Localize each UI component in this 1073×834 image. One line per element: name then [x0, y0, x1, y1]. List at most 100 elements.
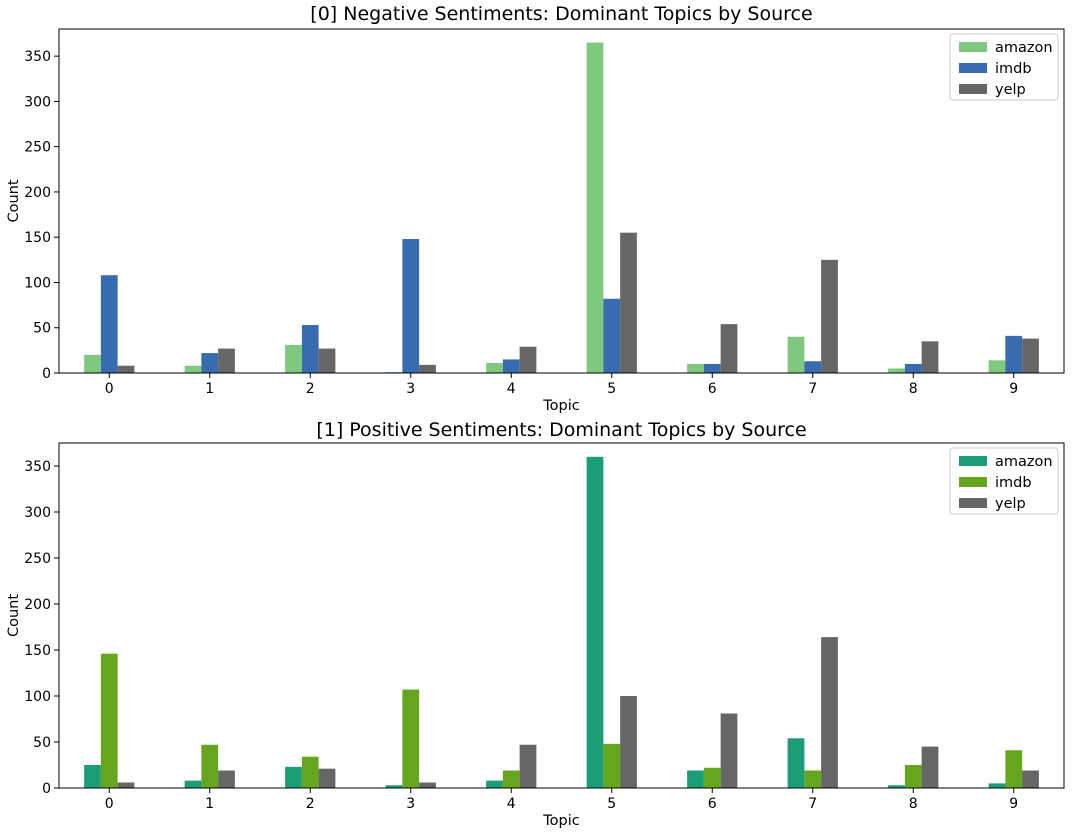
- legend-swatch-amazon: [959, 456, 987, 466]
- y-tick-label: 0: [42, 366, 51, 382]
- bar-amazon-topic-5: [586, 42, 604, 373]
- bar-yelp-topic-6: [720, 713, 738, 788]
- x-axis-label: Topic: [542, 398, 579, 414]
- x-tick-label: 0: [105, 796, 114, 812]
- bar-imdb-topic-9: [1005, 335, 1023, 373]
- y-tick-label: 350: [24, 49, 51, 65]
- bar-yelp-topic-2: [318, 348, 336, 373]
- legend-swatch-imdb: [959, 63, 987, 73]
- bar-imdb-topic-1: [201, 353, 219, 373]
- bar-yelp-topic-2: [318, 768, 336, 788]
- y-tick-label: 200: [24, 597, 51, 613]
- bar-imdb-topic-2: [301, 325, 319, 373]
- series-yelp: [117, 232, 1039, 373]
- y-tick-label: 250: [24, 140, 51, 156]
- chart-title: [1] Positive Sentiments: Dominant Topics…: [316, 419, 806, 441]
- bar-imdb-topic-0: [100, 275, 118, 373]
- legend-swatch-yelp: [959, 498, 987, 508]
- bar-imdb-topic-3: [402, 689, 420, 788]
- bar-imdb-topic-5: [603, 743, 621, 788]
- legend-swatch-imdb: [959, 477, 987, 487]
- bar-amazon-topic-1: [184, 780, 202, 788]
- x-tick-label: 5: [607, 381, 616, 397]
- bar-imdb-topic-7: [804, 770, 822, 788]
- y-axis-label: Count: [6, 594, 22, 637]
- x-tick-label: 0: [105, 381, 114, 397]
- y-tick-label: 50: [33, 321, 51, 337]
- bar-amazon-topic-2: [285, 344, 302, 373]
- bar-amazon-topic-7: [787, 336, 805, 373]
- bar-amazon-topic-1: [184, 365, 202, 373]
- bar-amazon-topic-9: [988, 783, 1006, 788]
- bar-imdb-topic-4: [502, 770, 520, 788]
- bar-yelp-topic-9: [1022, 338, 1039, 373]
- x-tick-label: 9: [1009, 796, 1018, 812]
- chart-title: [0] Negative Sentiments: Dominant Topics…: [310, 3, 812, 25]
- x-tick-label: 7: [808, 796, 817, 812]
- bar-imdb-topic-8: [904, 363, 922, 373]
- legend-label-imdb: imdb: [995, 61, 1032, 77]
- y-tick-label: 150: [24, 643, 51, 659]
- y-tick-label: 350: [24, 459, 51, 475]
- bar-yelp-topic-7: [821, 637, 838, 788]
- bar-imdb-topic-8: [904, 765, 922, 788]
- bar-amazon-topic-7: [787, 738, 805, 788]
- bar-amazon-topic-3: [385, 785, 403, 788]
- x-tick-label: 6: [708, 381, 717, 397]
- x-tick-label: 4: [507, 381, 516, 397]
- bar-amazon-topic-8: [888, 368, 905, 373]
- bar-imdb-topic-9: [1005, 750, 1023, 788]
- legend-label-yelp: yelp: [995, 82, 1026, 98]
- bar-imdb-topic-3: [402, 239, 420, 373]
- legend-swatch-yelp: [959, 84, 987, 94]
- bar-amazon-topic-6: [687, 363, 704, 373]
- x-tick-label: 1: [205, 381, 214, 397]
- y-axis-label: Count: [6, 179, 22, 222]
- bar-yelp-topic-0: [117, 782, 135, 788]
- series-amazon: [84, 456, 1006, 788]
- y-tick-label: 100: [24, 275, 51, 291]
- bar-yelp-topic-1: [218, 770, 235, 788]
- bar-imdb-topic-6: [703, 363, 721, 373]
- chart-panel-0: [0] Negative Sentiments: Dominant Topics…: [6, 3, 1065, 414]
- bar-imdb-topic-7: [804, 361, 822, 373]
- plot-frame: [58, 442, 1065, 789]
- legend-label-amazon: amazon: [995, 454, 1053, 470]
- x-tick-label: 3: [406, 381, 415, 397]
- y-tick-label: 150: [24, 230, 51, 246]
- x-tick-label: 4: [507, 796, 516, 812]
- x-tick-label: 8: [909, 796, 918, 812]
- legend-swatch-amazon: [959, 42, 987, 52]
- legend-label-imdb: imdb: [995, 475, 1032, 491]
- bar-yelp-topic-6: [720, 324, 738, 373]
- y-tick-label: 100: [24, 689, 51, 705]
- legend: amazon imdb yelp: [949, 33, 1059, 101]
- bar-yelp-topic-3: [419, 364, 436, 373]
- chart-panel-1: [1] Positive Sentiments: Dominant Topics…: [6, 419, 1065, 829]
- bar-amazon-topic-5: [586, 456, 604, 788]
- bar-yelp-topic-9: [1022, 770, 1039, 788]
- legend-label-yelp: yelp: [995, 496, 1026, 512]
- bar-amazon-topic-6: [687, 770, 704, 788]
- y-tick-label: 300: [24, 94, 51, 110]
- bar-imdb-topic-4: [502, 359, 520, 373]
- bar-imdb-topic-0: [100, 653, 118, 788]
- bar-yelp-topic-8: [921, 746, 939, 788]
- x-tick-label: 3: [406, 796, 415, 812]
- bar-yelp-topic-5: [620, 232, 637, 373]
- y-tick-label: 200: [24, 185, 51, 201]
- legend-label-amazon: amazon: [995, 40, 1053, 56]
- series-amazon: [84, 42, 1006, 373]
- x-tick-label: 2: [306, 381, 315, 397]
- x-tick-label: 2: [306, 796, 315, 812]
- bar-imdb-topic-2: [301, 756, 319, 788]
- bar-imdb-topic-5: [603, 298, 621, 373]
- series-imdb: [100, 653, 1023, 788]
- bar-yelp-topic-5: [620, 696, 637, 788]
- bar-yelp-topic-4: [519, 346, 537, 373]
- x-tick-label: 1: [205, 796, 214, 812]
- bar-amazon-topic-4: [486, 780, 503, 788]
- bar-yelp-topic-3: [419, 782, 436, 788]
- bar-imdb-topic-1: [201, 744, 219, 788]
